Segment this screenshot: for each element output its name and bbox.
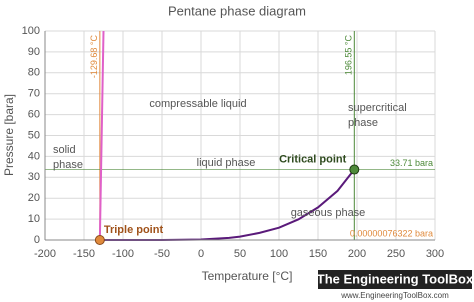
logo-box	[318, 270, 472, 289]
y-tick-label: 70	[28, 88, 40, 100]
phase-curve	[98, 30, 105, 241]
y-axis-label: Pressure [bara]	[2, 94, 16, 176]
x-tick-label: -200	[34, 248, 56, 260]
region-label: compressable liquid	[149, 98, 246, 110]
region-label: solid	[53, 144, 76, 156]
y-tick-label: 30	[28, 171, 40, 183]
y-tick-label: 20	[28, 192, 40, 204]
region-label: phase	[348, 117, 378, 129]
y-tick-label: 60	[28, 109, 40, 121]
critical-pressure-label: 33.71 bara	[390, 158, 433, 168]
critical-temp-label: 196.55 °C	[344, 35, 354, 76]
x-tick-label: 50	[234, 248, 246, 260]
y-tick-label: 80	[28, 67, 40, 79]
y-tick-label: 90	[28, 46, 40, 58]
y-tick-label: 40	[28, 150, 40, 162]
critical-point	[349, 164, 360, 175]
x-tick-label: 150	[309, 248, 327, 260]
region-label: phase	[53, 159, 83, 171]
logo-name[interactable]: The Engineering ToolBox	[317, 271, 474, 286]
y-tick-label: 0	[34, 234, 40, 246]
triple-pressure-label: 0.00000076322 bara	[350, 228, 433, 238]
y-tick-label: 50	[28, 129, 40, 141]
critical-point-label: Critical point	[279, 153, 347, 165]
triple-temp-label: -129.68 °C	[89, 35, 99, 79]
y-tick-label: 10	[28, 213, 40, 225]
region-label: liquid phase	[197, 157, 256, 169]
region-label: supercritical	[348, 102, 407, 114]
triple-point-label: Triple point	[104, 224, 164, 236]
triple-point	[94, 235, 105, 245]
x-tick-label: -50	[154, 248, 170, 260]
logo-url[interactable]: www.EngineeringToolBox.com	[340, 291, 449, 300]
x-axis-label: Temperature [°C]	[202, 269, 293, 283]
x-tick-label: 250	[387, 248, 405, 260]
region-label: gaseous phase	[291, 207, 366, 219]
x-tick-label: 0	[198, 248, 204, 260]
x-tick-label: -150	[73, 248, 95, 260]
x-tick-label: 300	[426, 248, 444, 260]
x-tick-label: 200	[348, 248, 366, 260]
y-tick-label: 100	[22, 25, 40, 37]
x-tick-label: -100	[112, 248, 134, 260]
x-tick-label: 100	[270, 248, 288, 260]
chart-title: Pentane phase diagram	[168, 3, 306, 18]
